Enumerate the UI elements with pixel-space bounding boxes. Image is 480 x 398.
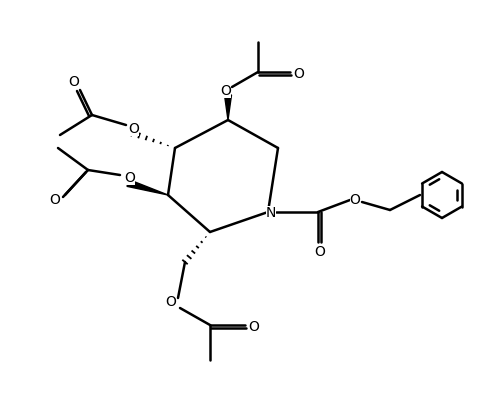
Text: O: O	[69, 75, 79, 89]
Polygon shape	[225, 95, 231, 120]
Text: O: O	[349, 193, 360, 207]
Text: O: O	[166, 295, 177, 309]
Text: O: O	[125, 171, 135, 185]
Text: O: O	[49, 193, 60, 207]
Text: N: N	[266, 206, 276, 220]
Text: O: O	[294, 67, 304, 81]
Text: O: O	[314, 245, 325, 259]
Polygon shape	[127, 179, 168, 195]
Text: O: O	[249, 320, 259, 334]
Text: O: O	[129, 122, 139, 136]
Text: O: O	[221, 84, 231, 98]
